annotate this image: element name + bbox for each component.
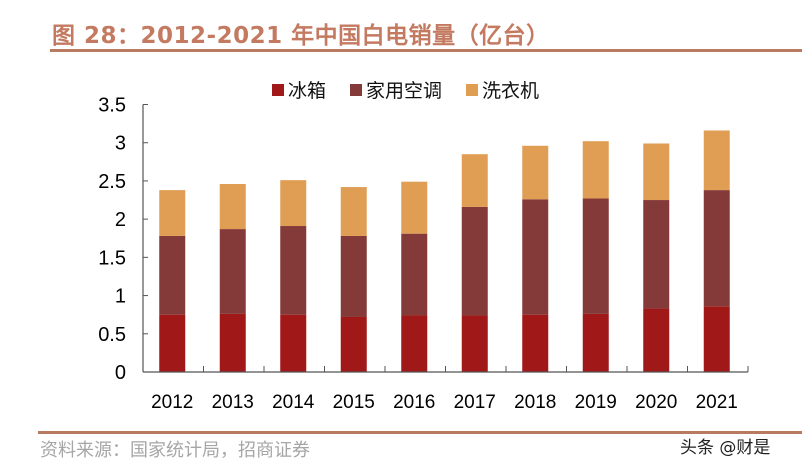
bar-segment-1 xyxy=(461,206,488,316)
bar-segment-0 xyxy=(340,316,367,372)
bar-segment-2 xyxy=(461,154,488,207)
legend-label: 冰箱 xyxy=(288,80,327,102)
legend-swatch xyxy=(350,83,363,96)
x-tick-label: 2015 xyxy=(333,392,375,413)
bar-segment-2 xyxy=(280,180,307,227)
legend: 冰箱 家用空调 洗衣机 xyxy=(272,76,539,103)
bar-segment-2 xyxy=(703,130,730,191)
x-tick-label: 2020 xyxy=(635,392,677,413)
x-tick-label: 2018 xyxy=(514,392,556,413)
legend-label: 家用空调 xyxy=(366,80,443,102)
bar-segment-1 xyxy=(643,200,670,309)
bar-segment-0 xyxy=(219,313,246,372)
source-divider xyxy=(38,431,802,434)
x-tick-label: 2021 xyxy=(696,392,738,413)
legend-swatch xyxy=(466,83,479,96)
watermark: 头条 @财是 xyxy=(680,438,771,458)
source-note: 资料来源：国家统计局，招商证券 xyxy=(40,440,310,461)
title-divider xyxy=(50,49,802,52)
bar-segment-2 xyxy=(401,181,428,234)
bar-segment-2 xyxy=(643,143,670,201)
x-tick-label: 2012 xyxy=(151,392,193,413)
bar-segment-1 xyxy=(703,190,730,307)
bar-segment-2 xyxy=(159,190,186,236)
bar-segment-0 xyxy=(643,308,670,372)
legend-label: 洗衣机 xyxy=(482,80,540,102)
bar-segment-1 xyxy=(219,229,246,314)
legend-item-0: 冰箱 xyxy=(272,76,326,103)
bar-segment-1 xyxy=(340,235,367,317)
legend-swatch xyxy=(272,83,284,96)
y-tick-label: 0.5 xyxy=(98,324,126,346)
bar-segment-0 xyxy=(582,313,609,372)
bar-segment-2 xyxy=(522,145,549,200)
chart-title: 图 28：2012-2021 年中国白电销量（亿台） xyxy=(52,23,550,49)
bar-segment-2 xyxy=(582,141,609,199)
y-tick-label: 0 xyxy=(115,362,126,384)
bar-segment-1 xyxy=(159,235,186,315)
x-tick-label: 2019 xyxy=(575,392,617,413)
y-tick-label: 1.5 xyxy=(98,247,126,269)
bar-segment-1 xyxy=(582,198,609,314)
bar-segment-0 xyxy=(159,314,186,372)
bar-segment-1 xyxy=(401,233,428,316)
bar-segment-1 xyxy=(522,199,549,315)
y-tick-label: 3.5 xyxy=(98,95,126,117)
bar-segment-0 xyxy=(280,314,307,372)
bar-segment-2 xyxy=(219,183,246,230)
bar-segment-0 xyxy=(401,315,428,372)
x-tick-label: 2014 xyxy=(272,392,315,413)
bar-segment-0 xyxy=(461,315,488,372)
y-tick-label: 2.5 xyxy=(98,171,126,193)
bar-segment-1 xyxy=(280,226,307,315)
legend-item-2: 洗衣机 xyxy=(466,76,539,103)
bar-segment-2 xyxy=(340,187,367,236)
y-tick-label: 2 xyxy=(115,209,126,231)
x-tick-label: 2017 xyxy=(454,392,496,413)
x-tick-label: 2013 xyxy=(212,392,254,413)
legend-item-1: 家用空调 xyxy=(350,76,442,103)
bar-segment-0 xyxy=(522,314,549,372)
x-tick-label: 2016 xyxy=(393,392,435,413)
bar-segment-0 xyxy=(703,306,730,372)
y-tick-label: 3 xyxy=(115,133,126,155)
y-tick-label: 1 xyxy=(115,286,126,308)
